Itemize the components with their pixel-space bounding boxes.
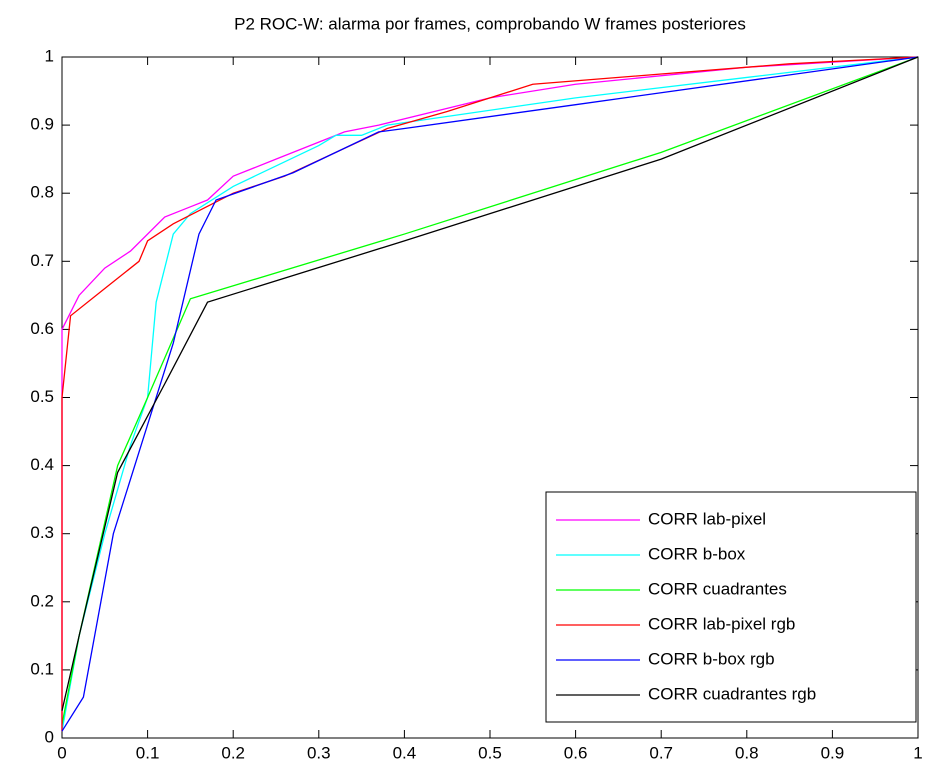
legend-box: [545, 491, 917, 723]
y-tick-label: 0.8: [30, 183, 54, 202]
series-line: [61, 56, 919, 732]
series-line: [61, 56, 919, 732]
legend: CORR lab-pixel CORR b-box CORR cuadrantes C…: [545, 491, 917, 723]
x-tick-label: 1: [913, 743, 922, 762]
x-tick-label: 0.6: [564, 743, 588, 762]
x-tick-label: 0.7: [649, 743, 673, 762]
x-tick-label: 0.1: [136, 743, 160, 762]
y-tick-label: 0.2: [30, 591, 54, 610]
x-tick-label: 0.2: [221, 743, 245, 762]
x-tick-label: 0.9: [821, 743, 845, 762]
x-tick-label: 0.5: [478, 743, 502, 762]
y-tick-label: 0.1: [30, 659, 54, 678]
y-tick-label: 0: [45, 727, 54, 746]
y-tick-label: 0.4: [30, 455, 54, 474]
chart-title: P2 ROC-W: alarma por frames, comprobando…: [234, 14, 746, 33]
y-tick-label: 0.6: [30, 319, 54, 338]
y-tick-label: 1: [45, 46, 54, 65]
legend-label: CORR lab-pixel: [648, 509, 766, 528]
legend-label: CORR b-box rgb: [648, 649, 775, 668]
legend-label: CORR lab-pixel rgb: [648, 614, 795, 633]
legend-label: CORR cuadrantes: [648, 579, 787, 598]
series-line: [61, 56, 919, 711]
legend-label: CORR b-box: [648, 544, 746, 563]
y-tick-label: 0.7: [30, 251, 54, 270]
x-tick-label: 0.4: [393, 743, 417, 762]
x-tick-label: 0.8: [735, 743, 759, 762]
x-tick-label: 0: [57, 743, 66, 762]
series-line: [61, 56, 919, 732]
y-tick-label: 0.9: [30, 115, 54, 134]
y-tick-label: 0.5: [30, 387, 54, 406]
x-tick-label: 0.3: [307, 743, 331, 762]
y-tick-label: 0.3: [30, 523, 54, 542]
legend-label: CORR cuadrantes rgb: [648, 684, 816, 703]
